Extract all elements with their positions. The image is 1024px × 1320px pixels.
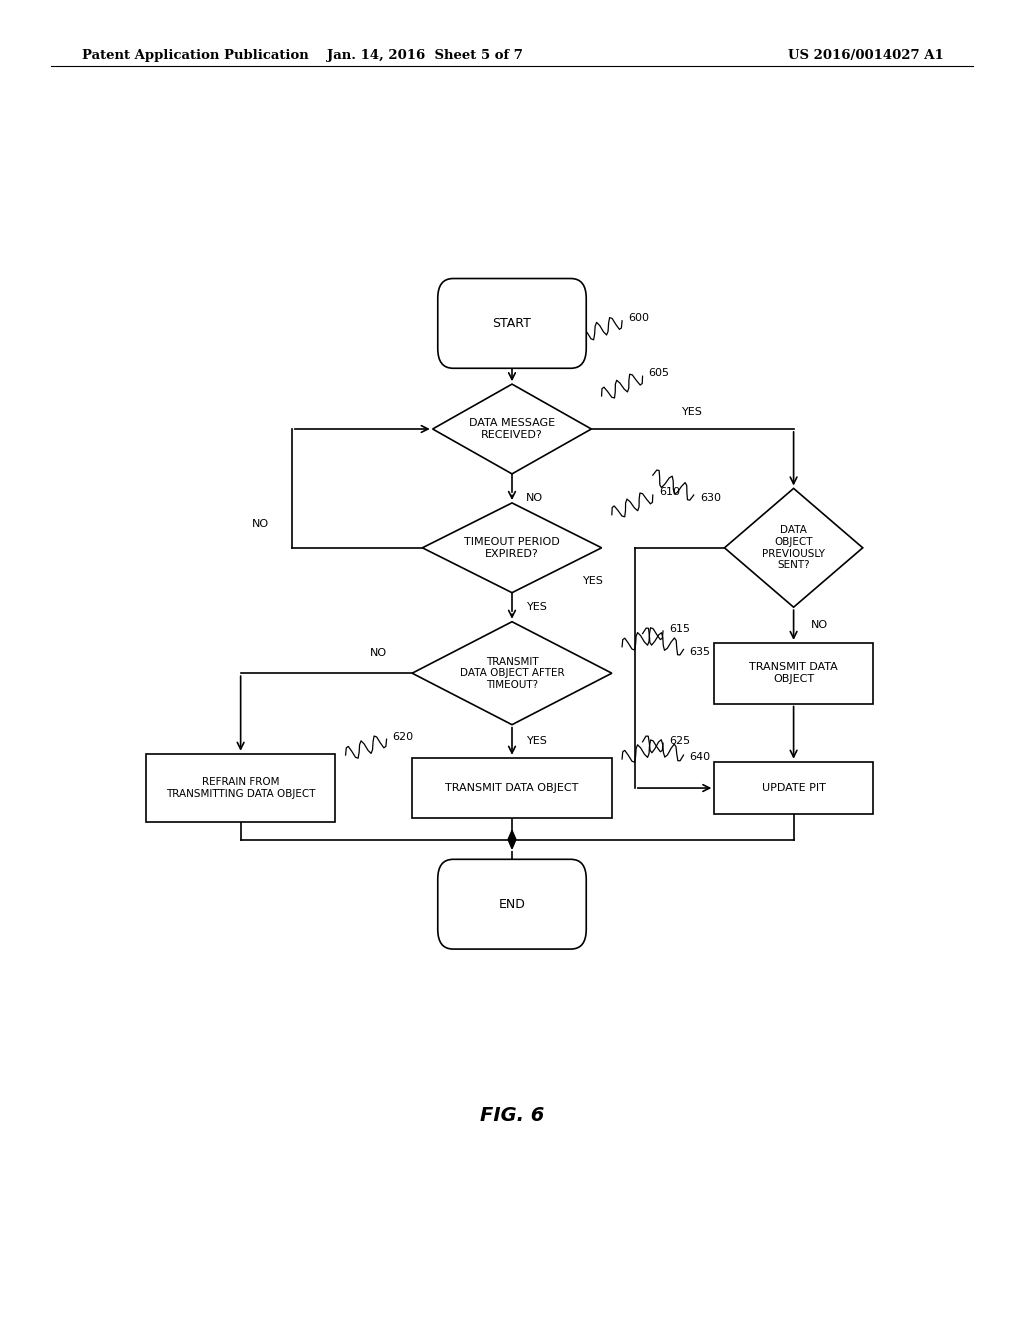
Text: NO: NO	[526, 492, 543, 503]
Text: TRANSMIT DATA OBJECT: TRANSMIT DATA OBJECT	[445, 783, 579, 793]
FancyBboxPatch shape	[438, 279, 586, 368]
Bar	[412, 758, 611, 818]
Text: US 2016/0014027 A1: US 2016/0014027 A1	[788, 49, 944, 62]
Text: END: END	[499, 898, 525, 911]
Text: YES: YES	[682, 407, 702, 417]
Text: 615: 615	[670, 623, 690, 634]
Text: 610: 610	[659, 487, 680, 498]
Bar	[145, 754, 336, 822]
Polygon shape	[432, 384, 592, 474]
Text: NO: NO	[811, 620, 827, 630]
Text: 635: 635	[690, 647, 711, 657]
Text: 640: 640	[690, 752, 711, 762]
Text: 600: 600	[629, 313, 649, 323]
Text: NO: NO	[370, 648, 386, 659]
Text: FIG. 6: FIG. 6	[480, 1106, 544, 1125]
Text: DATA
OBJECT
PREVIOUSLY
SENT?: DATA OBJECT PREVIOUSLY SENT?	[762, 525, 825, 570]
Text: UPDATE PIT: UPDATE PIT	[762, 783, 825, 793]
Text: 605: 605	[649, 368, 670, 379]
Text: Jan. 14, 2016  Sheet 5 of 7: Jan. 14, 2016 Sheet 5 of 7	[327, 49, 523, 62]
Text: YES: YES	[527, 737, 548, 746]
Text: TRANSMIT DATA
OBJECT: TRANSMIT DATA OBJECT	[750, 663, 838, 684]
Bar	[715, 643, 872, 704]
Text: 620: 620	[393, 731, 414, 742]
Polygon shape	[422, 503, 602, 593]
Polygon shape	[508, 830, 516, 849]
Text: NO: NO	[252, 519, 269, 529]
Text: 630: 630	[700, 492, 721, 503]
Polygon shape	[412, 622, 612, 725]
Text: START: START	[493, 317, 531, 330]
Polygon shape	[725, 488, 862, 607]
Text: YES: YES	[527, 602, 548, 612]
Text: DATA MESSAGE
RECEIVED?: DATA MESSAGE RECEIVED?	[469, 418, 555, 440]
Text: Patent Application Publication: Patent Application Publication	[82, 49, 308, 62]
Text: REFRAIN FROM
TRANSMITTING DATA OBJECT: REFRAIN FROM TRANSMITTING DATA OBJECT	[166, 777, 315, 799]
FancyBboxPatch shape	[438, 859, 586, 949]
Text: TRANSMIT
DATA OBJECT AFTER
TIMEOUT?: TRANSMIT DATA OBJECT AFTER TIMEOUT?	[460, 656, 564, 690]
Text: YES: YES	[584, 576, 604, 586]
Text: TIMEOUT PERIOD
EXPIRED?: TIMEOUT PERIOD EXPIRED?	[464, 537, 560, 558]
Bar	[715, 762, 872, 814]
Text: 625: 625	[670, 735, 690, 746]
